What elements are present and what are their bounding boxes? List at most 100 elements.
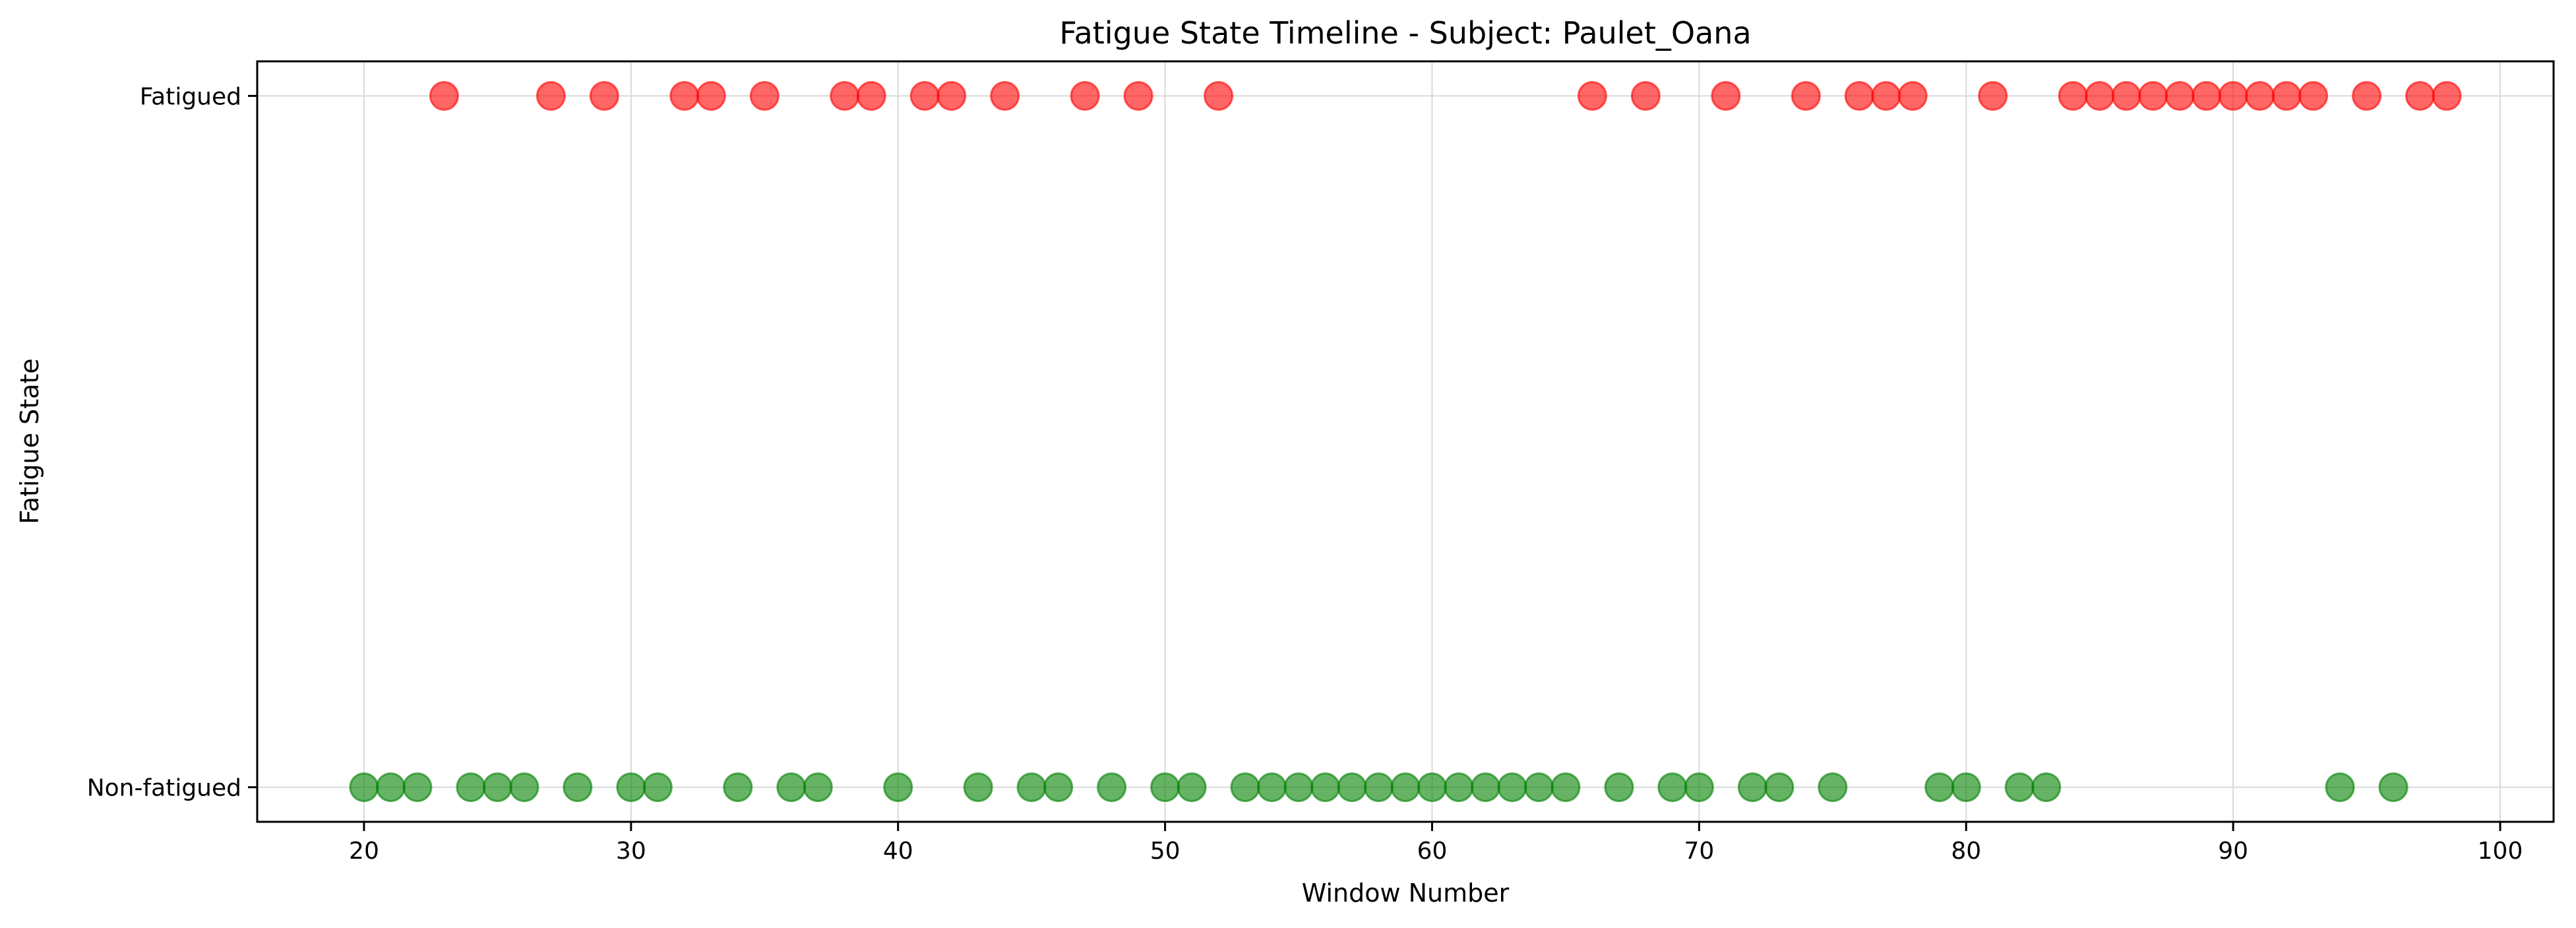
data-point [856,80,886,111]
x-axis-label: Window Number [1302,879,1510,908]
data-point [963,772,993,803]
data-point [402,772,433,803]
data-point [2031,772,2062,803]
data-point [803,772,833,803]
data-point [1016,772,1047,803]
data-point [2378,772,2408,803]
x-tick-label: 60 [1417,838,1448,865]
data-point [1230,772,1260,803]
data-point [749,80,780,111]
data-point [1711,80,1741,111]
data-point [723,772,753,803]
x-tick-label: 70 [1684,838,1714,865]
data-point [2004,772,2035,803]
x-tick-label: 20 [349,838,379,865]
data-point [1283,772,1314,803]
data-point [883,772,913,803]
data-point [1684,772,1714,803]
data-point [482,772,512,803]
data-point [1871,80,1901,111]
data-point [1523,772,1554,803]
data-point [2352,80,2382,111]
data-point [2325,772,2355,803]
data-point [696,80,726,111]
data-point [642,772,673,803]
data-point [936,80,967,111]
data-point [1390,772,1421,803]
data-point [456,772,486,803]
data-point [2164,80,2195,111]
data-point [1470,772,1500,803]
y-tick-label: Fatigued [140,83,241,110]
data-point [776,772,807,803]
data-point [909,80,940,111]
data-point [1337,772,1367,803]
data-point [2058,80,2088,111]
data-point [1043,772,1074,803]
data-point [830,80,860,111]
data-point [1550,772,1581,803]
data-point [2245,80,2275,111]
data-point [2085,80,2115,111]
data-point [1951,772,1981,803]
x-tick-label: 90 [2218,838,2248,865]
x-tick-label: 30 [616,838,646,865]
data-point [990,80,1020,111]
data-point [1737,772,1767,803]
data-point [1150,772,1181,803]
data-point [1310,772,1341,803]
data-point [616,772,646,803]
data-point [429,80,459,111]
chart-title: Fatigue State Timeline - Subject: Paulet… [1059,15,1751,51]
y-tick-label: Non-fatigued [87,775,241,802]
x-tick-label: 80 [1951,838,1981,865]
data-point [1764,772,1794,803]
data-point [1097,772,1127,803]
data-point [1657,772,1688,803]
data-point [2111,80,2141,111]
data-point [1577,80,1607,111]
data-point [563,772,593,803]
data-point [1630,80,1661,111]
data-point [1791,80,1821,111]
data-point [509,772,539,803]
data-point [2192,80,2222,111]
plot-frame [256,60,2555,823]
data-point [1364,772,1394,803]
data-point [1444,772,1474,803]
data-point [1978,80,2008,111]
data-point [2218,80,2248,111]
data-point [1177,772,1207,803]
x-tick-label: 50 [1150,838,1181,865]
data-point [1897,80,1928,111]
data-point [2298,80,2329,111]
x-tick-label: 100 [2478,838,2523,865]
data-point [2138,80,2168,111]
y-axis-ticks: Non-fatigued Fatigued [87,83,257,802]
data-point [589,80,619,111]
data-point [349,772,379,803]
x-tick-label: 40 [883,838,913,865]
x-axis-ticks: 20 30 40 50 60 70 80 90 100 [349,822,2523,865]
data-points [349,80,2462,803]
data-point [2432,80,2462,111]
data-point [375,772,406,803]
data-point [1204,80,1234,111]
data-point [2405,80,2436,111]
data-point [1123,80,1153,111]
data-point [1070,80,1100,111]
data-point [1497,772,1527,803]
data-point [1417,772,1447,803]
data-point [1257,772,1287,803]
data-point [2271,80,2302,111]
data-point [1924,772,1955,803]
data-point [1818,772,1848,803]
data-point [1604,772,1634,803]
grid [257,61,2554,822]
data-point [1844,80,1874,111]
y-axis-label: Fatigue State [15,358,44,524]
data-point [669,80,700,111]
data-point [536,80,566,111]
